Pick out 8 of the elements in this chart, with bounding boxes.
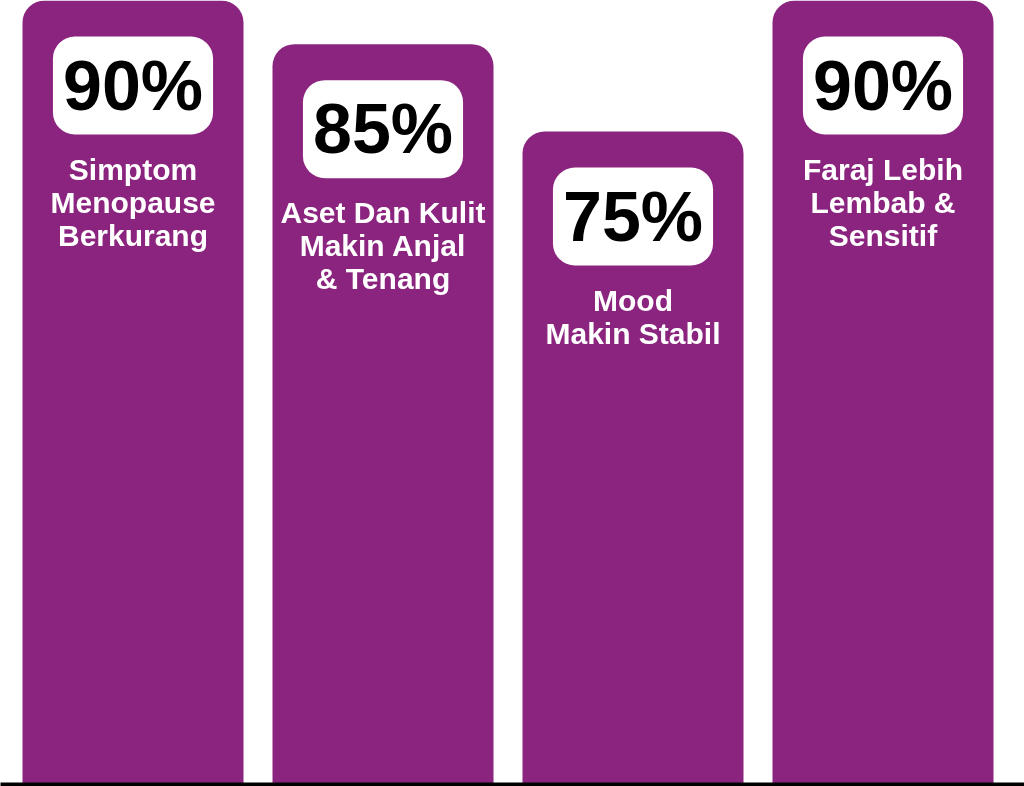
data-label: 90%	[62, 46, 204, 125]
data-label: 90%	[812, 46, 954, 125]
x-tick-label: Faraj Lebih Lembab & Sensitif	[802, 152, 964, 252]
x-tick-label: Mood Makin Stabil	[545, 283, 721, 350]
x-tick-label: Simptom Menopause Berkurang	[50, 152, 216, 252]
data-label: 75%	[562, 177, 704, 256]
x-tick-label: Aset Dan Kulit Makin Anjal & Tenang	[280, 196, 486, 296]
data-label: 85%	[312, 90, 454, 169]
